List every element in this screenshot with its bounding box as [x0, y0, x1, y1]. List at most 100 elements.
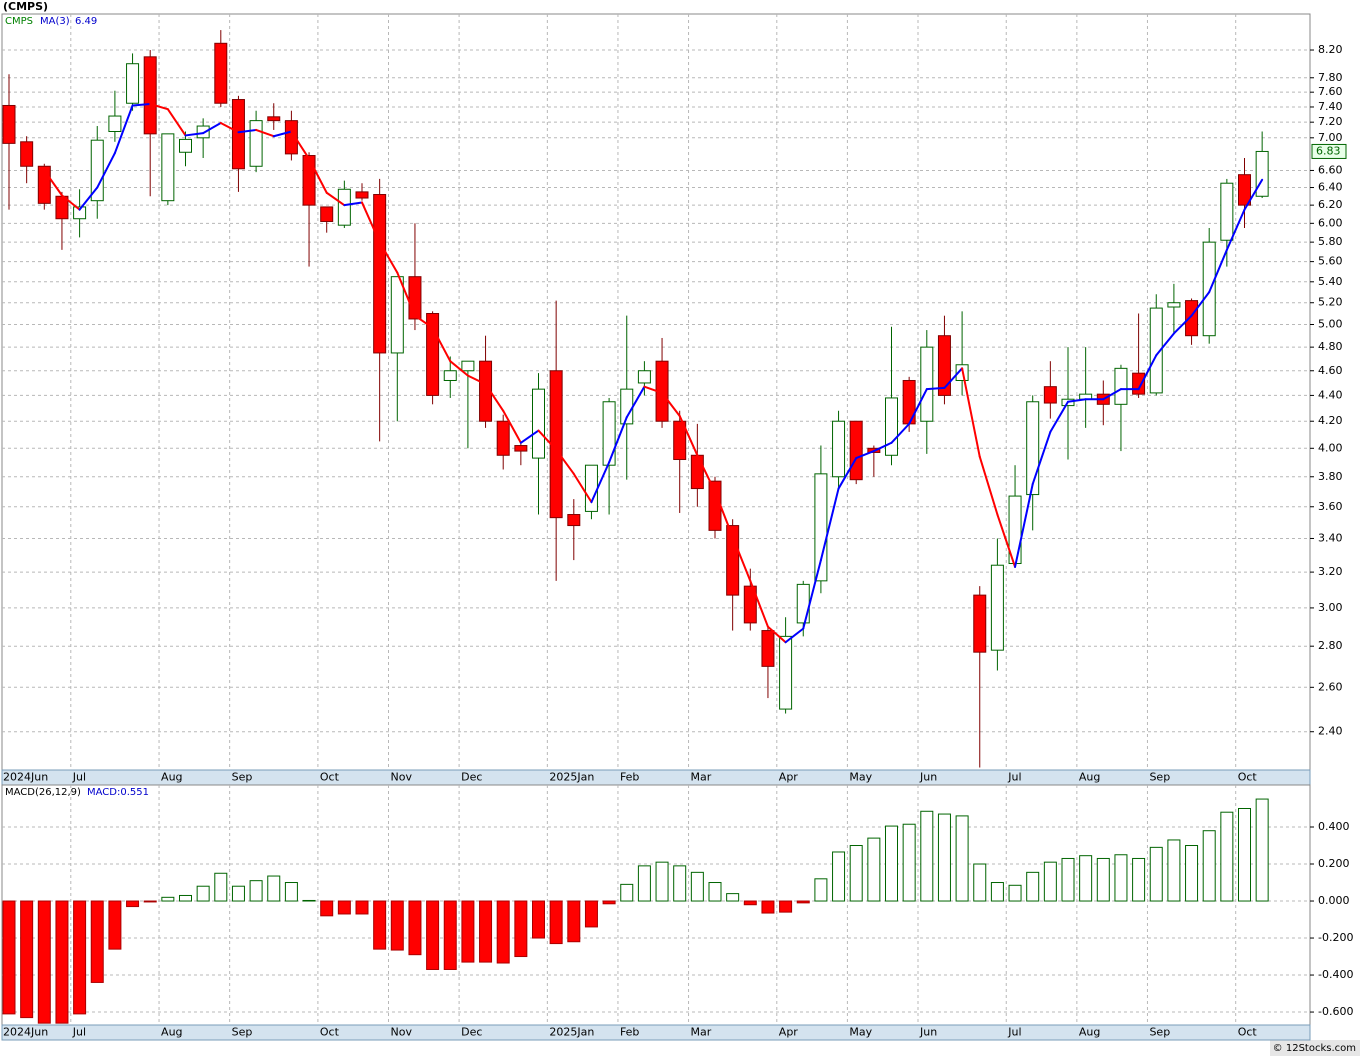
candle-body: [690, 454, 704, 490]
candle-body: [461, 360, 475, 372]
macd-bar: [743, 900, 757, 906]
candle-body: [249, 120, 263, 167]
plot-area: [2, 14, 1310, 770]
ma-segment: [731, 535, 752, 582]
macd-bar: [196, 885, 210, 902]
candle-body: [637, 370, 651, 384]
y-tick-label: -0.200: [1318, 931, 1353, 944]
panel: [1, 784, 1311, 1026]
ma-segment: [678, 414, 699, 457]
candle-body: [567, 514, 581, 527]
ma-segment: [484, 383, 505, 412]
x-tick-label: Jul: [72, 1026, 86, 1039]
macd-bar: [55, 900, 69, 1024]
x-tick-label: Aug: [1079, 771, 1100, 784]
candle-body: [937, 335, 951, 396]
x-tick-label: Sep: [1149, 1026, 1170, 1039]
x-tick-label: Mar: [691, 771, 712, 784]
x-tick-label: Oct: [1238, 771, 1258, 784]
candle-body: [1149, 307, 1163, 394]
macd-bar: [673, 865, 687, 902]
ma-segment: [184, 132, 205, 137]
candle-body: [302, 155, 316, 206]
candle-body: [1043, 386, 1057, 404]
candle-body: [408, 276, 422, 320]
x-tick-label: Feb: [620, 1026, 639, 1039]
y-tick-label: 6.20: [1318, 198, 1343, 211]
macd-bar: [584, 900, 598, 928]
candle-body: [514, 445, 528, 452]
candle-body: [885, 397, 898, 456]
ma-segment: [290, 130, 311, 160]
macd-bar: [796, 900, 810, 904]
candle-body: [743, 585, 757, 624]
ma-segment: [643, 385, 664, 394]
footer: © 12Stocks.com: [1273, 1043, 1356, 1054]
y-tick-label: -0.600: [1318, 1005, 1353, 1018]
x-tick-label: Jul: [1007, 771, 1021, 784]
x-tick-label: 2024Jun: [3, 771, 48, 784]
macd-bar: [373, 900, 387, 950]
last-price-box: [1311, 143, 1347, 159]
candle-body: [1238, 174, 1251, 206]
candle-body: [1026, 401, 1040, 496]
ma-segment: [961, 367, 981, 458]
candle-body: [1202, 241, 1216, 337]
candle-body: [1114, 367, 1128, 405]
macd-bar: [549, 900, 563, 945]
candle-body: [2, 104, 16, 144]
y-tick-label: 5.40: [1318, 275, 1343, 288]
macd-bar: [73, 900, 87, 1015]
x-axis-bar: [1, 769, 1311, 786]
macd-bar: [496, 900, 510, 964]
candle-body: [73, 206, 87, 220]
legend-ma-value: 6.49: [75, 16, 97, 27]
macd-bar: [637, 865, 651, 902]
x-tick-label: 2025Jan: [549, 771, 594, 784]
ma-segment: [1243, 178, 1264, 211]
ma-segment: [272, 130, 293, 138]
candle-body: [355, 191, 369, 199]
ma-segment: [766, 625, 787, 644]
macd-bar: [832, 851, 846, 902]
macd-bar: [1008, 884, 1022, 902]
legend-symbol: CMPS: [5, 16, 33, 27]
y-tick-label: 6.60: [1318, 163, 1343, 176]
ma-segment: [166, 108, 187, 137]
ma-segment: [1031, 430, 1052, 486]
y-tick-label: 2.60: [1318, 680, 1343, 693]
ma-segment: [819, 487, 840, 562]
x-tick-label: Oct: [1238, 1026, 1258, 1039]
ma-segment: [431, 326, 452, 363]
x-tick-label: Aug: [1079, 1026, 1100, 1039]
ma-segment: [113, 104, 134, 155]
ma-segment: [343, 201, 363, 207]
macd-bar: [849, 845, 863, 902]
candle-body: [90, 139, 104, 202]
x-tick-label: Oct: [320, 1026, 340, 1039]
y-tick-label: 3.80: [1318, 470, 1343, 483]
candle-body: [920, 346, 934, 422]
y-tick-label: 4.60: [1318, 364, 1343, 377]
footer-bar: [1270, 1040, 1360, 1056]
y-tick-label: 3.60: [1318, 500, 1343, 513]
ma-segment: [696, 454, 716, 493]
candle-body: [443, 370, 457, 381]
ma-segment: [502, 409, 522, 444]
macd-bar: [20, 900, 34, 1019]
y-tick-label: -0.400: [1318, 968, 1353, 981]
y-tick-label: 8.20: [1318, 43, 1343, 56]
ma-segment: [396, 271, 416, 317]
x-tick-label: Jul: [1007, 1026, 1021, 1039]
y-tick-label: 4.20: [1318, 414, 1343, 427]
macd-bar: [726, 893, 740, 902]
ma-segment: [908, 388, 928, 425]
macd-bar: [1043, 861, 1057, 902]
candle-body: [1132, 372, 1146, 395]
ma-segment: [784, 627, 805, 644]
macd-bar: [1220, 811, 1234, 902]
y-tick-label: 5.60: [1318, 255, 1343, 268]
macd-bar: [1132, 857, 1146, 902]
y-tick-label: 4.00: [1318, 441, 1343, 454]
y-tick-label: 7.60: [1318, 85, 1343, 98]
